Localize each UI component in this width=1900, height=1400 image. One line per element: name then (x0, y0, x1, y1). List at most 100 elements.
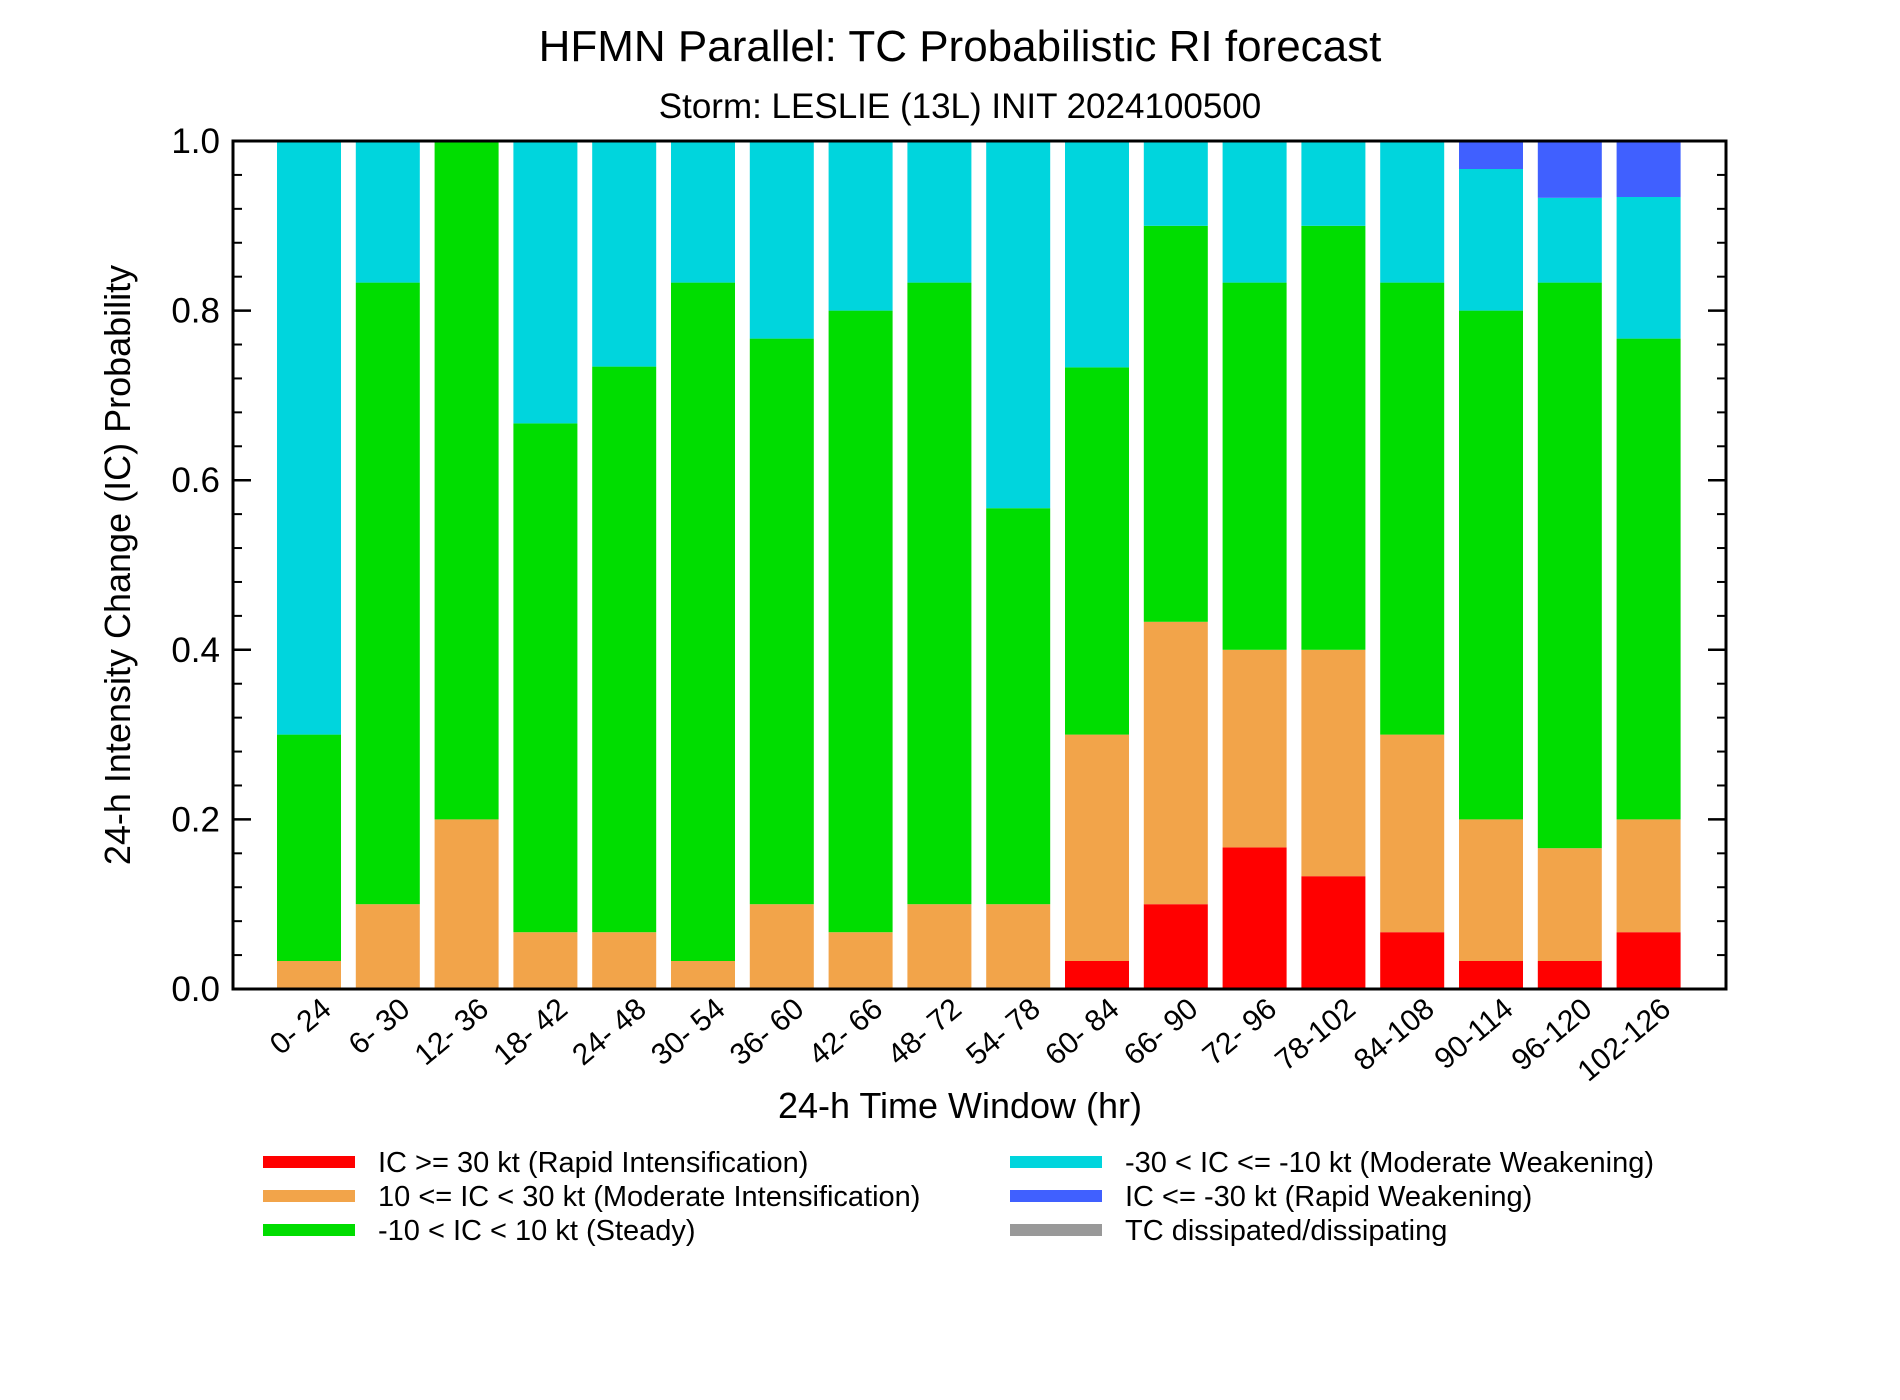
bar-segment-72-96-s1 (1222, 649, 1287, 848)
bar-segment-72-96-s0 (1222, 847, 1287, 989)
bar-segment-12-36-s2 (434, 141, 499, 820)
bar-segment-24-48-s2 (592, 366, 657, 933)
bar-segment-18-42-s1 (513, 932, 578, 989)
bar-segment-96-120-s4 (1537, 141, 1602, 198)
bar-segment-78-102-s1 (1301, 649, 1366, 877)
bar-segment-0-24-s1 (277, 961, 341, 989)
bar-segment-36-60-s2 (749, 338, 814, 905)
bar-segment-54-78-s1 (986, 904, 1051, 989)
bar-stack-area (277, 141, 1681, 989)
bar-segment-60-84-s3 (1065, 141, 1129, 368)
x-tick-label: 36- 60 (724, 992, 810, 1072)
bar-segment-30-54-s1 (671, 961, 735, 989)
bar-segment-90-114-s2 (1459, 310, 1523, 820)
bar-segment-66-90-s1 (1143, 621, 1208, 905)
x-tick-label: 84-108 (1348, 992, 1441, 1077)
bar-segment-18-42-s3 (513, 141, 578, 424)
bar-segment-12-36-s1 (434, 819, 499, 989)
bar-segment-66-90-s2 (1143, 225, 1208, 622)
bar-segment-6-30-s2 (355, 282, 420, 905)
bar-segment-102-126-s4 (1616, 141, 1681, 197)
bar-segment-66-90-s3 (1143, 141, 1208, 226)
legend-label: -30 < IC <= -10 kt (Moderate Weakening) (1125, 1147, 1654, 1179)
bar-segment-84-108-s2 (1380, 282, 1445, 735)
y-tick-label: 1.0 (171, 122, 220, 161)
bar-segment-72-96-s2 (1222, 282, 1287, 650)
bar-segment-96-120-s2 (1537, 282, 1602, 849)
x-tick-label: 42- 66 (803, 992, 889, 1072)
y-tick-label: 0.0 (171, 970, 220, 1009)
x-tick-label: 90-114 (1428, 992, 1519, 1076)
bar-segment-30-54-s3 (671, 141, 735, 283)
x-tick-label: 6- 30 (343, 992, 417, 1061)
bar-segment-42-66-s2 (828, 310, 893, 933)
bar-segment-42-66-s3 (828, 141, 893, 311)
bar-segment-66-90-s0 (1143, 904, 1208, 989)
bar-segment-78-102-s0 (1301, 876, 1366, 989)
bar-segment-18-42-s2 (513, 423, 578, 933)
bar-segment-102-126-s3 (1616, 197, 1681, 339)
y-tick-label: 0.4 (171, 631, 220, 670)
bar-segment-84-108-s0 (1380, 932, 1445, 989)
bar-segment-90-114-s4 (1459, 141, 1523, 169)
bar-segment-54-78-s3 (986, 141, 1051, 509)
bar-segment-48-72-s3 (907, 141, 972, 283)
x-tick-label: 60- 84 (1039, 992, 1125, 1072)
y-axis: 0.0 0.2 0.4 0.6 0.8 1.0 (171, 122, 1726, 1009)
bar-segment-0-24-s3 (277, 141, 341, 735)
legend-label: IC >= 30 kt (Rapid Intensification) (378, 1147, 808, 1179)
legend-label: IC <= -30 kt (Rapid Weakening) (1125, 1181, 1532, 1213)
x-tick-label: 78-102 (1269, 992, 1362, 1077)
bar-segment-78-102-s2 (1301, 225, 1366, 650)
x-tick-label: 24- 48 (566, 992, 652, 1072)
plot-frame (231, 139, 1728, 991)
bar-segment-84-108-s1 (1380, 734, 1445, 933)
bar-segment-24-48-s3 (592, 141, 657, 367)
y-axis-title: 24-h Intensity Change (IC) Probability (97, 265, 138, 865)
bar-segment-0-24-s2 (277, 734, 341, 961)
bar-segment-42-66-s1 (828, 932, 893, 989)
bar-segment-54-78-s2 (986, 508, 1051, 905)
bar-segment-6-30-s3 (355, 141, 420, 283)
bar-segment-60-84-s1 (1065, 734, 1129, 961)
chart-title: HFMN Parallel: TC Probabilistic RI forec… (539, 22, 1382, 71)
legend-label: TC dissipated/dissipating (1125, 1215, 1447, 1247)
bar-segment-30-54-s2 (671, 282, 735, 962)
bar-segment-36-60-s3 (749, 141, 814, 339)
bar-segment-6-30-s1 (355, 904, 420, 989)
y-tick-label: 0.8 (171, 292, 220, 331)
bar-segment-102-126-s0 (1616, 932, 1681, 989)
x-tick-label: 54- 78 (960, 992, 1046, 1072)
x-tick-label: 48- 72 (882, 992, 968, 1072)
bar-segment-24-48-s1 (592, 932, 657, 989)
bar-segment-60-84-s2 (1065, 367, 1129, 735)
bar-segment-96-120-s1 (1537, 848, 1602, 961)
bar-segment-102-126-s2 (1616, 338, 1681, 820)
bar-segment-78-102-s3 (1301, 141, 1366, 226)
y-tick-label: 0.6 (171, 461, 220, 500)
x-tick-label: 12- 36 (409, 992, 495, 1072)
x-axis-title: 24-h Time Window (hr) (778, 1085, 1142, 1126)
y-tick-label: 0.2 (171, 800, 220, 839)
x-tick-label: 66- 90 (1118, 992, 1204, 1072)
bar-segment-96-120-s0 (1537, 961, 1602, 989)
legend-label: -10 < IC < 10 kt (Steady) (378, 1215, 696, 1247)
x-tick-label: 0- 24 (264, 992, 338, 1061)
chart-subtitle: Storm: LESLIE (13L) INIT 2024100500 (659, 87, 1262, 126)
bar-segment-96-120-s3 (1537, 197, 1602, 283)
x-tick-label: 30- 54 (645, 992, 731, 1072)
bar-segment-36-60-s1 (749, 904, 814, 989)
x-tick-label: 72- 96 (1197, 992, 1283, 1072)
legend: IC >= 30 kt (Rapid Intensification)10 <=… (263, 1147, 1654, 1247)
bar-segment-60-84-s0 (1065, 961, 1129, 989)
legend-label: 10 <= IC < 30 kt (Moderate Intensificati… (378, 1181, 920, 1213)
bar-segment-90-114-s0 (1459, 961, 1523, 989)
bar-segment-84-108-s3 (1380, 141, 1445, 283)
bar-segment-72-96-s3 (1222, 141, 1287, 283)
bar-segment-48-72-s1 (907, 904, 972, 989)
bar-segment-102-126-s1 (1616, 819, 1681, 933)
bar-segment-90-114-s3 (1459, 169, 1523, 311)
bar-segment-48-72-s2 (907, 282, 972, 905)
